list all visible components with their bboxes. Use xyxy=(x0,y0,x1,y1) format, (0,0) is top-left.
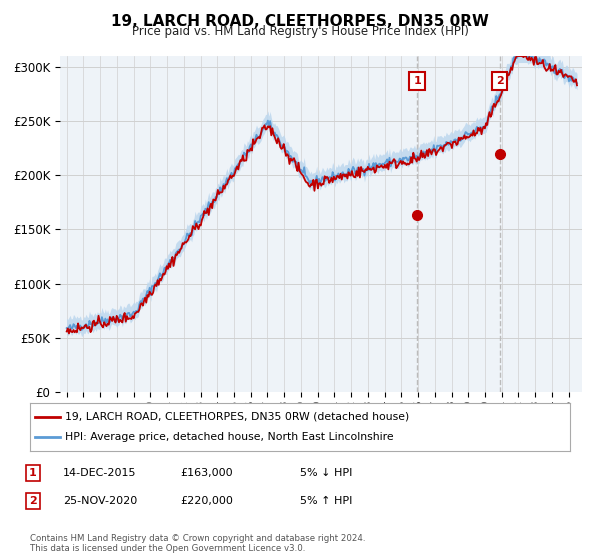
Text: 1: 1 xyxy=(413,76,421,86)
Text: 2: 2 xyxy=(496,76,503,86)
Text: 19, LARCH ROAD, CLEETHORPES, DN35 0RW (detached house): 19, LARCH ROAD, CLEETHORPES, DN35 0RW (d… xyxy=(65,412,409,422)
Text: 19, LARCH ROAD, CLEETHORPES, DN35 0RW: 19, LARCH ROAD, CLEETHORPES, DN35 0RW xyxy=(111,14,489,29)
Text: 25-NOV-2020: 25-NOV-2020 xyxy=(63,496,137,506)
Text: 5% ↑ HPI: 5% ↑ HPI xyxy=(300,496,352,506)
Text: 14-DEC-2015: 14-DEC-2015 xyxy=(63,468,137,478)
Text: £220,000: £220,000 xyxy=(180,496,233,506)
Text: 1: 1 xyxy=(29,468,37,478)
Text: 5% ↓ HPI: 5% ↓ HPI xyxy=(300,468,352,478)
Text: 2: 2 xyxy=(29,496,37,506)
Text: £163,000: £163,000 xyxy=(180,468,233,478)
Text: Contains HM Land Registry data © Crown copyright and database right 2024.
This d: Contains HM Land Registry data © Crown c… xyxy=(30,534,365,553)
Text: HPI: Average price, detached house, North East Lincolnshire: HPI: Average price, detached house, Nort… xyxy=(65,432,394,442)
Text: Price paid vs. HM Land Registry's House Price Index (HPI): Price paid vs. HM Land Registry's House … xyxy=(131,25,469,38)
